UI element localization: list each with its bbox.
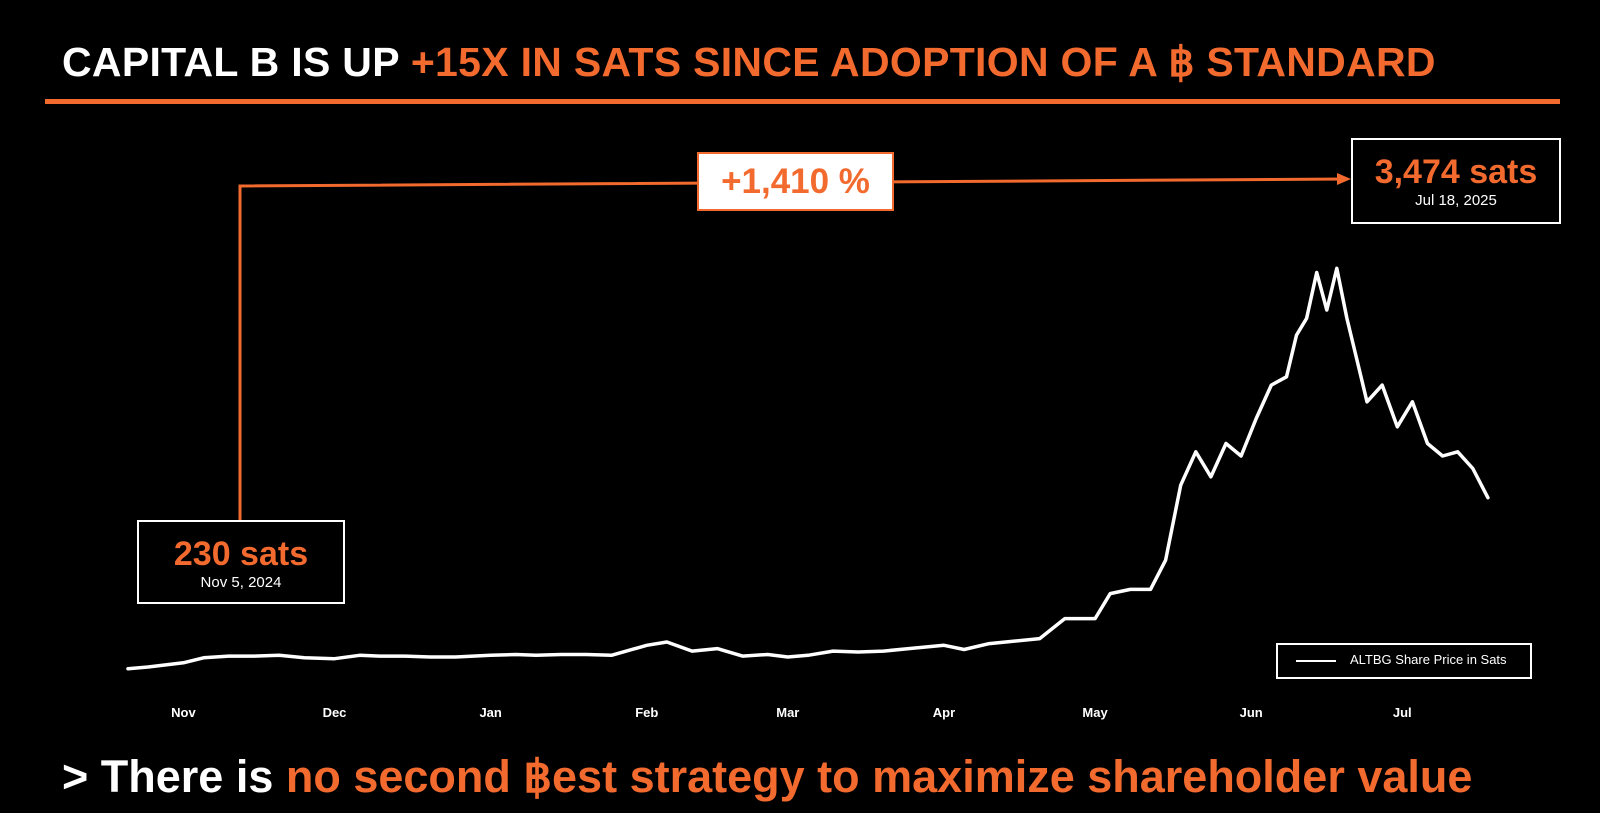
x-tick-mar: Mar <box>776 705 799 720</box>
x-tick-feb: Feb <box>635 705 658 720</box>
series-line-0 <box>126 266 1490 671</box>
percent-change-badge: +1,410 % <box>697 152 894 211</box>
chart-legend: ALTBG Share Price in Sats <box>1276 643 1532 679</box>
x-tick-jan: Jan <box>479 705 501 720</box>
x-tick-jul: Jul <box>1393 705 1412 720</box>
footer-accent-part: no second ฿est strategy to maximize shar… <box>285 751 1473 802</box>
bracket-arrowhead <box>1337 173 1351 185</box>
title-accent-part: +15X IN SATS SINCE ADOPTION OF A ฿ STAND… <box>410 39 1436 85</box>
title-divider <box>45 99 1560 104</box>
footer-white-part: > There is <box>62 751 274 802</box>
start-value: 230 sats <box>173 535 309 573</box>
end-date: Jul 18, 2025 <box>1415 192 1497 209</box>
end-value: 3,474 sats <box>1374 153 1538 191</box>
start-date: Nov 5, 2024 <box>200 574 282 591</box>
change-bracket <box>238 177 1347 520</box>
x-axis-ticks: Nov Dec Jan Feb Mar Apr May Jun Jul <box>171 705 1412 720</box>
legend-swatch <box>1296 660 1336 662</box>
x-tick-nov: Nov <box>171 705 196 720</box>
end-value-callout: 3,474 sats Jul 18, 2025 <box>1351 138 1561 224</box>
start-value-callout: 230 sats Nov 5, 2024 <box>137 520 345 604</box>
chart-title: CAPITAL B IS UP +15X IN SATS SINCE ADOPT… <box>62 38 1436 86</box>
x-tick-may: May <box>1082 705 1108 720</box>
title-white-part: CAPITAL B IS UP <box>62 39 400 85</box>
footer-tagline: > There is no second ฿est strategy to ma… <box>62 750 1472 803</box>
series-layer <box>126 266 1490 671</box>
x-tick-dec: Dec <box>323 705 347 720</box>
x-tick-apr: Apr <box>933 705 955 720</box>
x-tick-jun: Jun <box>1240 705 1263 720</box>
legend-label: ALTBG Share Price in Sats <box>1350 652 1507 667</box>
